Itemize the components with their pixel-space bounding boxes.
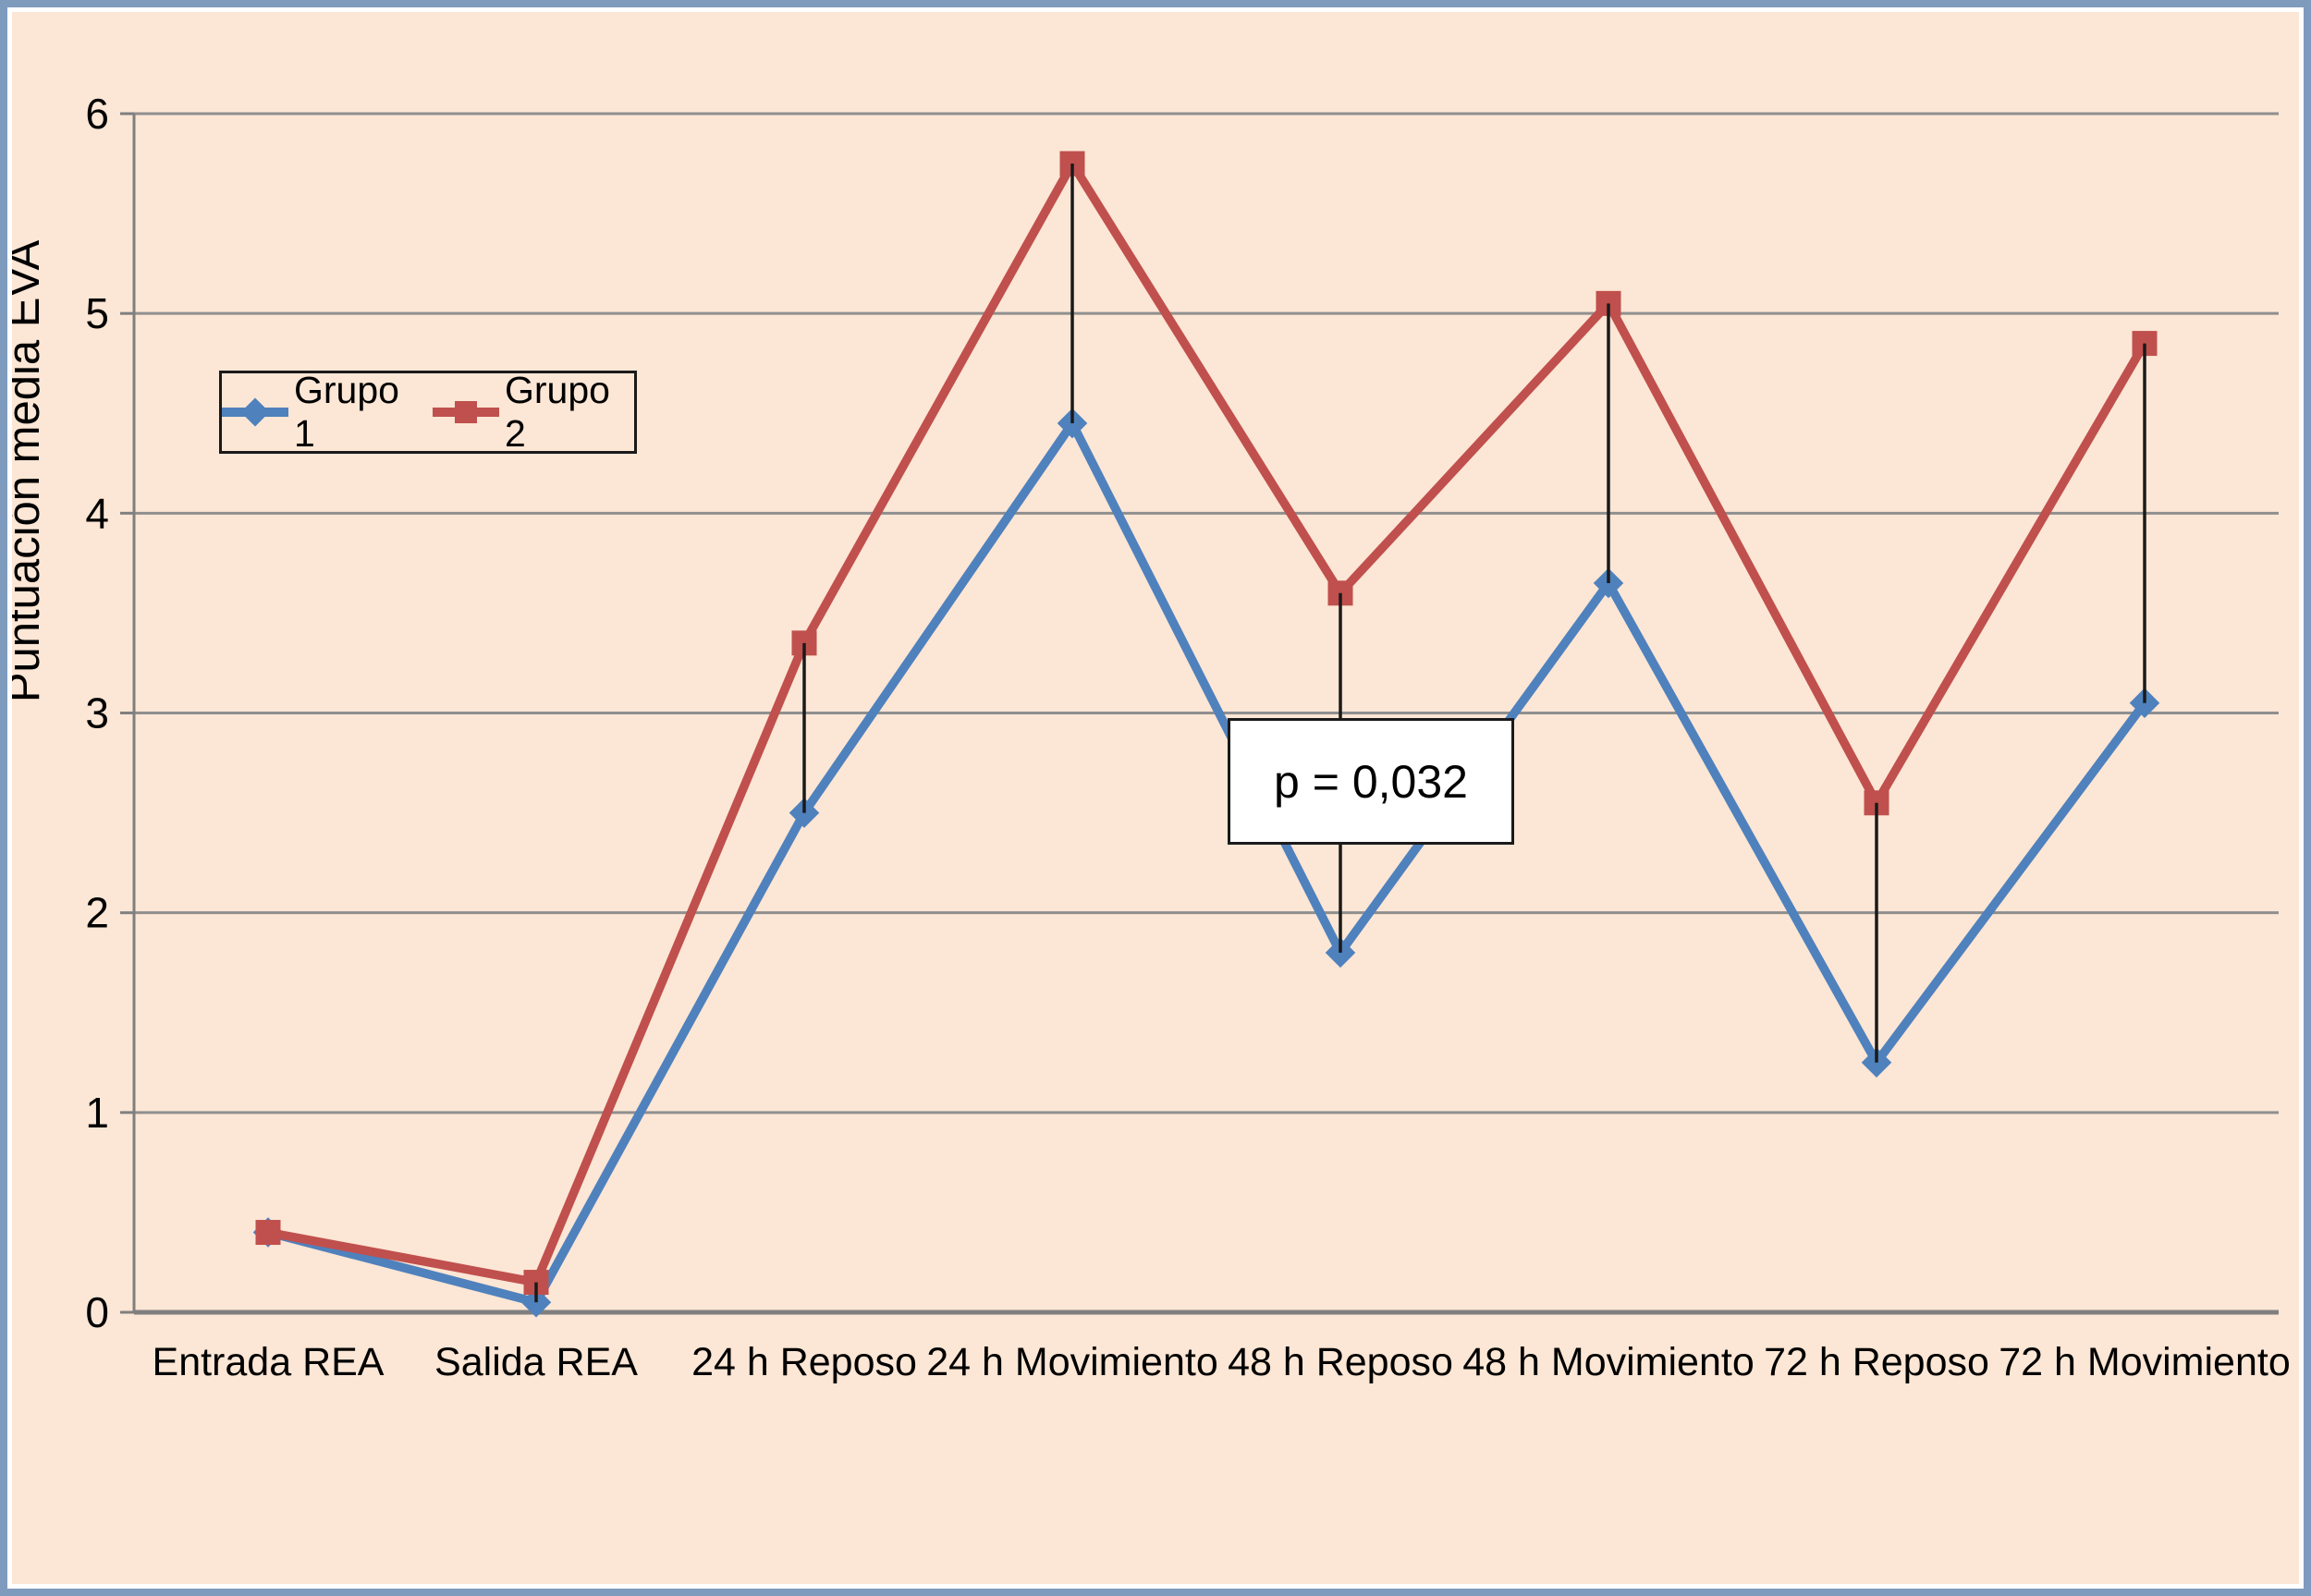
x-category-label: Entrada REA	[153, 1340, 385, 1384]
x-category-label: 48 h Movimiento	[1462, 1340, 1755, 1384]
legend-item-grupo-1: Grupo 1	[222, 369, 423, 456]
p-value-text: p = 0,032	[1274, 755, 1468, 808]
legend-label-grupo-1: Grupo 1	[294, 369, 399, 455]
p-value-annotation: p = 0,032	[1228, 718, 1514, 845]
series-line-grupo-1	[263, 419, 2149, 1307]
legend-label-grupo-2: Grupo 2	[505, 369, 610, 455]
series-line-grupo-2	[263, 159, 2149, 1287]
square-marker-grupo-2	[255, 1220, 281, 1246]
y-tick-label: 4	[85, 489, 109, 537]
y-tick-label: 2	[85, 889, 109, 937]
grupo-1-line-diamond-icon	[222, 397, 288, 427]
y-axis-title: Puntuación media EVA	[0, 240, 49, 703]
y-tick-label: 5	[85, 289, 109, 337]
legend: Grupo 1 Grupo 2	[219, 369, 637, 456]
x-category-label: 72 h Reposo	[1764, 1340, 1989, 1384]
x-category-label: 48 h Reposo	[1228, 1340, 1453, 1384]
legend-item-grupo-2: Grupo 2	[433, 369, 634, 456]
y-tick-label: 1	[85, 1089, 109, 1137]
y-tick-label: 0	[85, 1288, 109, 1336]
grupo-2-line-square-icon	[433, 398, 499, 426]
x-category-label: 24 h Reposo	[691, 1340, 917, 1384]
x-category-label: Salida REA	[434, 1340, 638, 1384]
x-category-label: 24 h Movimiento	[926, 1340, 1218, 1384]
x-category-label: 72 h Movimiento	[1999, 1340, 2291, 1384]
y-tick-label: 6	[85, 90, 109, 138]
y-tick-label: 3	[85, 689, 109, 737]
